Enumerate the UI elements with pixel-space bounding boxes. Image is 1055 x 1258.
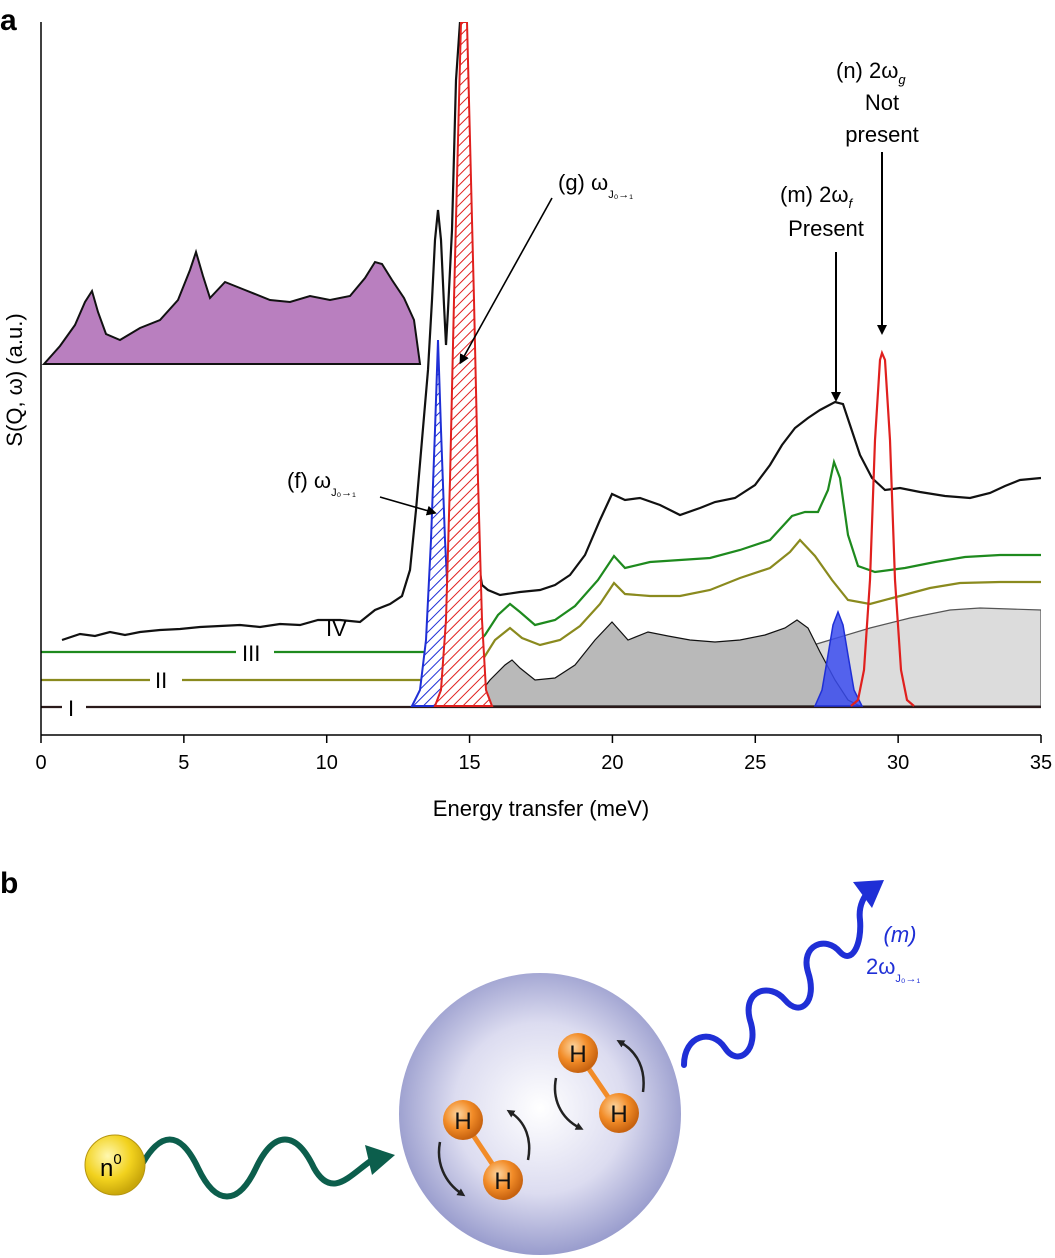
x-tick-label: 25: [744, 752, 766, 774]
y-axis-label: S(Q, ω) (a.u.): [2, 313, 27, 446]
annotation-n-title: (n) 2ωg: [836, 58, 906, 87]
neutron-label: n0: [100, 1151, 122, 1182]
rotation-arrow: [437, 1141, 466, 1197]
incoming-neutron-arrowhead: [365, 1145, 395, 1175]
h-atom: [483, 1160, 523, 1200]
h-atom-label: H: [569, 1041, 586, 1068]
emission-label-2: 2ωJ₀→₁: [866, 954, 920, 985]
series-III-line: [41, 458, 1041, 654]
h-atom: [599, 1093, 639, 1133]
x-tick-label: 15: [458, 752, 480, 774]
series-II-line: [41, 538, 1041, 682]
annotation-n-status-2: present: [845, 122, 918, 147]
x-axis-label: Energy transfer (meV): [433, 796, 649, 821]
x-tick-label: 20: [601, 752, 623, 774]
annotation-g: (g) ωJ₀→₁: [558, 170, 633, 201]
peak-n-line: [850, 349, 915, 707]
outgoing-arrowhead: [853, 880, 884, 908]
emission-label-1: (m): [884, 922, 917, 947]
neutron-sphere: [84, 1134, 146, 1196]
curve-label-IV: IV: [326, 616, 347, 641]
x-tick-label: 10: [316, 752, 338, 774]
rotation-arrow: [553, 1077, 584, 1130]
outgoing-wave: [681, 887, 873, 1068]
panel-a-letter: a: [0, 4, 17, 37]
annotation-f-arrow: [379, 496, 437, 516]
curve-label-I: I: [68, 696, 74, 721]
series-dark-gray-fill: [468, 619, 861, 707]
curve-label-II: II: [155, 668, 167, 693]
annotation-g-arrow: [459, 197, 553, 365]
annotation-n-status-1: Not: [865, 90, 899, 115]
annotation-m-title: (m) 2ωf: [780, 182, 854, 211]
x-tick-label: 5: [178, 752, 189, 774]
rotation-arrow: [616, 1040, 645, 1093]
h-atom: [443, 1100, 483, 1140]
h-atom-label: H: [494, 1168, 511, 1195]
h-atom: [558, 1033, 598, 1073]
plot-area: [41, 22, 1041, 709]
x-tick-label: 30: [887, 752, 909, 774]
annotation-f: (f) ωJ₀→₁: [287, 468, 356, 499]
cage-sphere: [399, 973, 681, 1255]
series-purple-fill: [41, 248, 422, 365]
h-atom-label: H: [454, 1108, 471, 1135]
annotation-m-status: Present: [788, 216, 864, 241]
x-tick-label: 35: [1030, 752, 1052, 774]
panel-b-letter: b: [0, 867, 18, 900]
incoming-neutron-wave: [137, 1136, 375, 1200]
curve-label-III: III: [242, 641, 260, 666]
x-tick-label: 0: [35, 752, 46, 774]
rotation-arrow: [506, 1109, 531, 1161]
x-ticks: 0 5 10 15 20 25 30 35: [35, 735, 1052, 774]
h-atom-label: H: [610, 1101, 627, 1128]
